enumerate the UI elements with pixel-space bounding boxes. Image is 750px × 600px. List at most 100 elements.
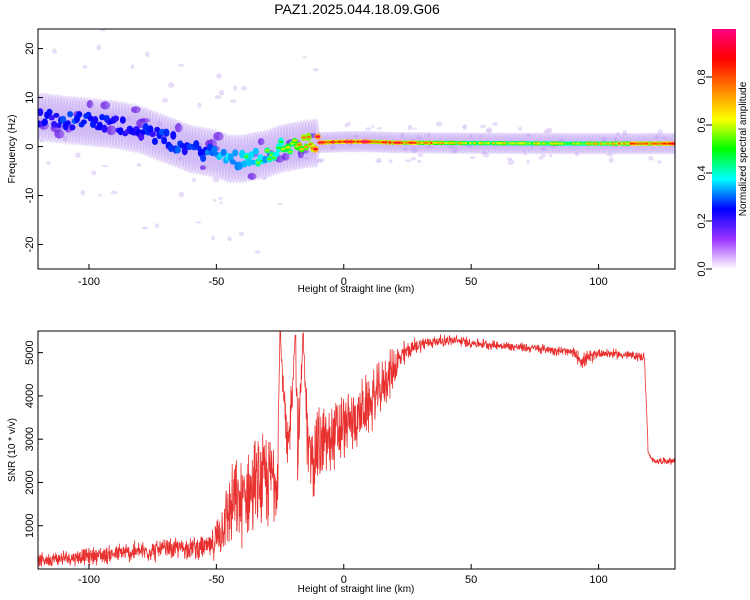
spectral-halo xyxy=(65,95,73,145)
x-tick-label: -50 xyxy=(208,276,224,288)
spectral-speckle xyxy=(517,126,523,131)
spectral-speckle xyxy=(216,73,222,79)
spectral-speckle xyxy=(233,85,238,91)
colorbar-tick-label: 0.4 xyxy=(696,165,708,180)
spectral-ridge-cell xyxy=(48,114,55,121)
spectrogram-x-axis: -100 -50 0 50 100 xyxy=(78,264,608,288)
spectral-speckle xyxy=(195,221,202,224)
snr-line xyxy=(38,331,675,567)
snr-x-axis-label: Height of straight line (km) xyxy=(298,584,415,595)
snr-line-layer xyxy=(38,331,675,567)
spectral-ridge-core xyxy=(285,146,291,149)
spectral-speckle xyxy=(277,202,283,205)
spectral-ridge-core xyxy=(297,143,302,146)
spectral-speckle xyxy=(525,133,532,137)
spectral-speckle xyxy=(62,135,68,142)
spectral-halo xyxy=(239,134,247,184)
spectral-ridge-cell xyxy=(51,120,58,128)
spectral-halo xyxy=(40,92,48,142)
spectral-ridge-cell xyxy=(99,114,106,121)
spectral-halo xyxy=(165,116,173,166)
spectral-speckle xyxy=(436,121,443,127)
spectral-halo xyxy=(117,101,125,151)
y-tick-label: 1000 xyxy=(24,513,36,537)
spectral-halo xyxy=(113,100,121,150)
spectral-speckle xyxy=(388,159,393,163)
spectral-ridge-cell xyxy=(92,116,99,125)
x-tick-label: 0 xyxy=(341,276,347,288)
spectral-speckle xyxy=(80,189,85,196)
spectral-halo xyxy=(312,118,320,168)
x-tick-label: 100 xyxy=(589,276,607,288)
spectral-ridge-cell xyxy=(168,144,175,153)
spectral-speckle xyxy=(156,120,163,127)
spectral-ridge-cell xyxy=(67,111,74,118)
spectral-halo xyxy=(288,122,296,172)
spectral-ridge-cell xyxy=(229,159,236,165)
spectral-speckle xyxy=(469,156,476,160)
snr-y-axis-label: SNR (10 * v/v) xyxy=(7,418,18,482)
spectral-blob xyxy=(86,100,94,109)
spectral-halo xyxy=(101,99,109,149)
spectral-ridge-cell xyxy=(80,119,87,125)
spectral-ridge-cell xyxy=(119,116,126,124)
spectral-halo xyxy=(110,100,118,149)
x-tick-label: -100 xyxy=(78,276,100,288)
spectral-halo xyxy=(236,134,244,184)
spectral-speckle xyxy=(410,156,417,161)
spectral-halo xyxy=(107,99,115,149)
spectral-speckle xyxy=(410,147,418,153)
spectral-ridge-cell xyxy=(60,115,67,124)
spectral-speckle xyxy=(240,85,247,91)
spectral-ridge-core xyxy=(313,147,318,151)
spectral-speckle xyxy=(622,129,628,136)
spectral-speckle xyxy=(316,158,324,163)
spectral-speckle xyxy=(229,99,237,103)
spectral-speckle xyxy=(212,176,220,183)
spectral-speckle xyxy=(330,145,336,150)
spectral-ridge-cell xyxy=(252,147,259,155)
spectral-speckle xyxy=(448,144,455,150)
y-tick-label: 10 xyxy=(24,91,36,103)
spectral-speckle xyxy=(212,198,217,202)
spectral-halo xyxy=(260,129,268,179)
spectral-speckle xyxy=(177,156,182,161)
spectral-ridge-core xyxy=(255,161,261,164)
spectral-speckle xyxy=(479,124,486,129)
spectral-speckle xyxy=(91,170,97,176)
spectral-blob xyxy=(257,137,265,146)
x-tick-label: -100 xyxy=(78,574,100,586)
spectral-speckle xyxy=(214,95,222,100)
spectral-blob xyxy=(130,106,141,114)
spectral-speckle xyxy=(197,102,202,108)
spectral-speckle xyxy=(403,146,408,151)
snr-frame xyxy=(37,330,676,570)
snr-background xyxy=(38,331,675,569)
x-tick-label: 50 xyxy=(465,276,477,288)
spectral-speckle xyxy=(227,236,232,242)
spectral-speckle xyxy=(302,56,307,59)
colorbar-gradient xyxy=(712,29,736,269)
snr-y-axis: 1000 2000 3000 4000 5000 xyxy=(24,340,43,538)
spectral-halo xyxy=(169,117,177,167)
spectral-ridge-cell xyxy=(232,149,239,157)
y-tick-label: 5000 xyxy=(24,340,36,364)
spectral-speckle xyxy=(608,157,614,163)
spectral-ridge-core xyxy=(264,149,270,152)
spectral-ridge-cell xyxy=(149,131,156,138)
spectral-speckle xyxy=(407,124,413,131)
y-tick-label: 20 xyxy=(24,42,36,54)
spectral-ridge-cell xyxy=(41,118,48,126)
spectral-speckle xyxy=(219,201,223,204)
spectral-ridge-cell xyxy=(53,112,60,118)
spectral-speckle xyxy=(426,145,433,149)
spectral-speckle xyxy=(254,250,261,254)
x-tick-label: 100 xyxy=(589,574,607,586)
spectral-speckle xyxy=(575,152,579,157)
spectral-ridge-cell xyxy=(46,108,53,116)
spectral-speckle xyxy=(141,226,148,230)
spectral-speckle xyxy=(110,190,118,195)
spectral-speckle xyxy=(97,194,102,197)
spectral-blob xyxy=(139,118,151,123)
spectral-ridge-cell xyxy=(174,146,181,154)
